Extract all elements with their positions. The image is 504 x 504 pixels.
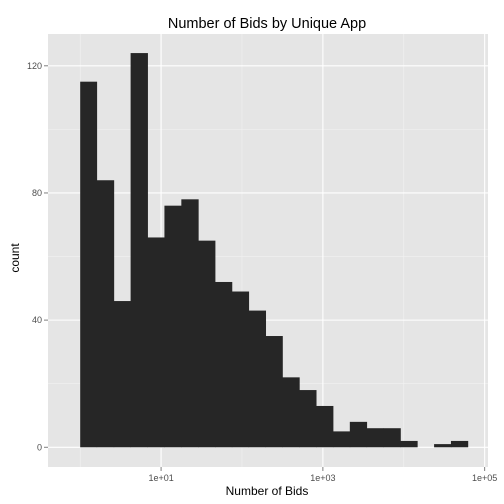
histogram-bar <box>80 81 98 448</box>
histogram-bar <box>332 431 351 448</box>
y-tick-label: 120 <box>27 61 42 71</box>
histogram-bar <box>96 180 115 448</box>
histogram-bar <box>299 390 317 448</box>
y-axis-title: count <box>8 243 22 273</box>
histogram-bar <box>164 205 182 448</box>
histogram-bar <box>181 199 199 448</box>
histogram-bar <box>316 405 334 448</box>
x-axis-title: Number of Bids <box>226 484 309 498</box>
histogram-bar <box>231 291 250 448</box>
y-axis: 0 40 80 120 <box>27 61 48 452</box>
histogram-bar <box>147 237 165 448</box>
x-tick-label: 1e+01 <box>148 473 173 483</box>
histogram-bar <box>450 440 469 448</box>
x-tick-label: 1e+03 <box>310 473 335 483</box>
histogram-bar <box>113 301 132 448</box>
histogram-bar <box>248 310 267 448</box>
histogram-bar <box>282 377 300 448</box>
chart-title: Number of Bids by Unique App <box>168 16 366 32</box>
histogram-bar <box>130 53 148 448</box>
x-tick-label: 1e+05 <box>472 473 497 483</box>
y-tick-label: 0 <box>37 442 42 452</box>
histogram-bar <box>265 336 283 448</box>
histogram-bar <box>349 421 368 448</box>
histogram-bar <box>214 281 233 448</box>
y-tick-label: 40 <box>32 315 42 325</box>
histogram-bars <box>80 53 469 448</box>
histogram-bar <box>198 240 216 448</box>
y-tick-label: 80 <box>32 188 42 198</box>
histogram-bar <box>400 440 418 448</box>
x-axis: 1e+01 1e+03 1e+05 <box>148 467 497 483</box>
histogram-bar <box>383 428 401 448</box>
histogram-bar <box>366 428 384 448</box>
histogram-bar <box>434 444 452 448</box>
